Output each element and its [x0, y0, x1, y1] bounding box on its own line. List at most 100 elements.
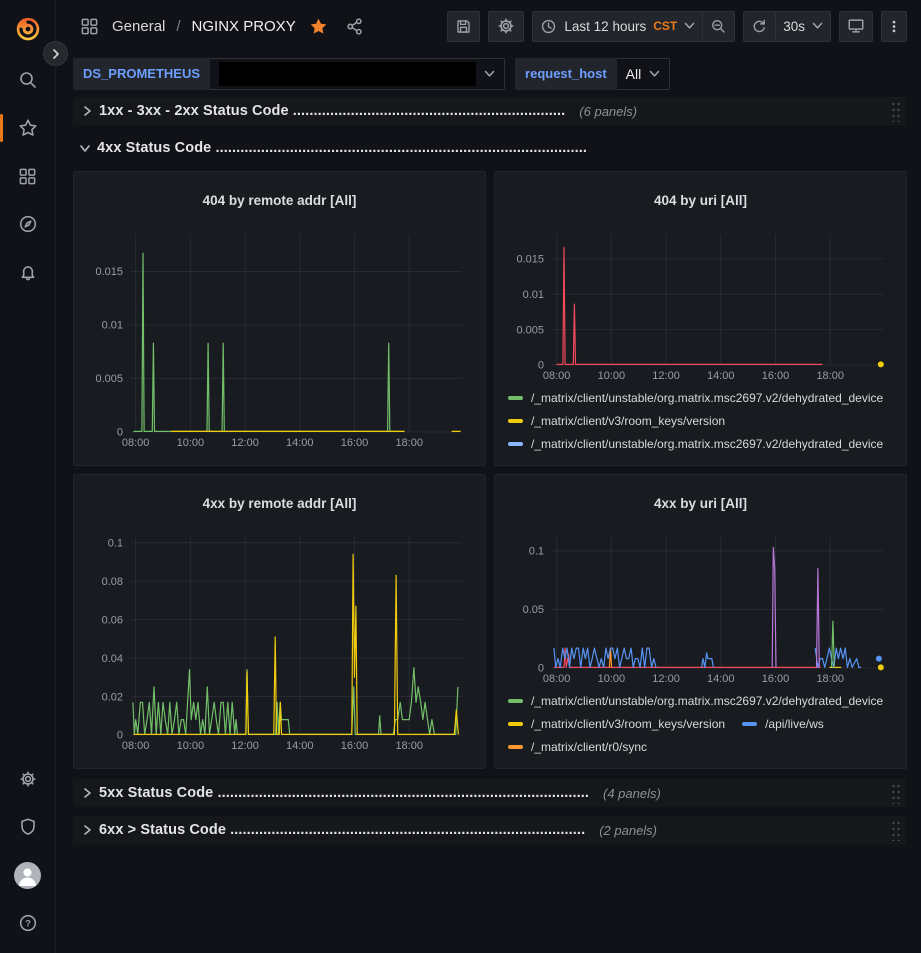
legend-item[interactable]: 172.18.0.6: [170, 760, 250, 761]
panel-legend: 10.0.3.2 172.18.0.6: [85, 760, 474, 761]
legend-series-swatch: [508, 745, 523, 750]
time-series-plot[interactable]: 0 0.005 0.01 0.015 08:00 10:00 12:00 14:00 16:00…: [506, 226, 895, 385]
svg-text:10:00: 10:00: [598, 370, 626, 382]
gear-icon: [18, 769, 38, 789]
legend-series-label: /_matrix/client/v3/room_keys/version: [531, 414, 726, 429]
row-drag-handle[interactable]: [891, 782, 900, 804]
refresh-interval-picker[interactable]: 30s: [775, 10, 831, 42]
dashboard-toolbar: Last 12 hours CST 30s: [447, 10, 907, 42]
svg-text:0.1: 0.1: [108, 538, 123, 550]
request-host-variable-label: request_host: [515, 57, 617, 90]
legend-series-label: /_matrix/client/unstable/org.matrix.msc2…: [531, 391, 884, 406]
svg-text:0.015: 0.015: [95, 267, 123, 279]
row-5xx-status-code[interactable]: 5xx Status Code ........................…: [73, 779, 906, 807]
kebab-menu-button[interactable]: [881, 10, 907, 42]
legend-series-swatch: [508, 699, 523, 704]
sidebar-item-bell[interactable]: [0, 248, 55, 296]
save-dashboard-button[interactable]: [447, 10, 481, 42]
time-series-plot[interactable]: 0 0.05 0.1 08:00 10:00 12:00 14:00 16:00 18:00: [506, 529, 895, 688]
expand-sidebar-button[interactable]: [43, 41, 68, 66]
svg-text:14:00: 14:00: [707, 673, 735, 685]
row-title: 5xx Status Code ........................…: [99, 785, 590, 801]
sidebar-item-apps-grid[interactable]: [0, 152, 55, 200]
row-drag-handle[interactable]: [891, 819, 900, 841]
time-series-plot[interactable]: 0 0.02 0.04 0.06 0.08 0.1 08:00 10:00 12:00 14:00…: [85, 529, 474, 755]
svg-text:10:00: 10:00: [598, 673, 626, 685]
legend-item[interactable]: /_matrix/client/v3/room_keys/version: [508, 413, 725, 429]
zoom-out-time-button[interactable]: [702, 10, 736, 42]
legend-item[interactable]: /api/live/ws: [742, 716, 824, 732]
refresh-button[interactable]: [743, 10, 776, 42]
legend-item[interactable]: /_matrix/client/r0/sync: [508, 739, 647, 755]
legend-item[interactable]: 172.18.0.6: [170, 457, 250, 458]
legend-item[interactable]: /_matrix/client/unstable/org.matrix.msc2…: [508, 436, 883, 452]
panel-title[interactable]: 404 by remote addr [All]: [202, 193, 357, 209]
legend-item[interactable]: /_matrix/client/v3/room_keys/version: [508, 716, 725, 732]
sidebar-item-question-circle[interactable]: ?: [0, 899, 55, 947]
legend-item[interactable]: 10.0.3.2: [87, 760, 153, 761]
row-4xx-status-code[interactable]: 4xx Status Code ........................…: [73, 134, 906, 162]
svg-text:0.08: 0.08: [102, 576, 123, 588]
star-icon: [18, 118, 38, 138]
legend-series-swatch: [742, 722, 758, 727]
row-title: 1xx - 3xx - 2xx Status Code ............…: [99, 103, 566, 119]
time-range-picker[interactable]: Last 12 hours CST: [532, 10, 703, 42]
breadcrumb-section[interactable]: General: [112, 17, 166, 35]
panel-title[interactable]: 4xx by remote addr [All]: [202, 496, 357, 512]
legend-item[interactable]: /_matrix/client/unstable/org.matrix.msc2…: [508, 693, 883, 709]
redacted-datasource-value: [219, 61, 477, 86]
row-panel-count: (2 panels): [599, 822, 658, 838]
row-panel-count: (4 panels): [603, 785, 661, 801]
share-icon[interactable]: [341, 13, 368, 40]
sidebar-item-compass[interactable]: [0, 200, 55, 248]
datasource-variable-dropdown[interactable]: [210, 57, 506, 90]
refresh-group: 30s: [743, 10, 831, 42]
panel-title[interactable]: 404 by uri [All]: [653, 193, 748, 209]
svg-text:0: 0: [117, 730, 123, 742]
panel-title[interactable]: 4xx by uri [All]: [653, 496, 748, 512]
dashboard-settings-button[interactable]: [488, 10, 525, 42]
tv-mode-button[interactable]: [839, 10, 873, 42]
row-6xx-status-code[interactable]: 6xx > Status Code ......................…: [73, 816, 906, 844]
panel-4xx-by-uri-all-: 4xx by uri [All] 0 0.05 0.1 08:00 10:00 12:00 1…: [494, 474, 907, 769]
legend-series-label: /_matrix/client/v3/room_keys/version: [531, 717, 726, 732]
svg-text:0.05: 0.05: [523, 605, 544, 617]
svg-text:18:00: 18:00: [816, 370, 844, 382]
compass-icon: [18, 214, 38, 234]
chevron-down-icon: [484, 70, 495, 78]
svg-text:0.06: 0.06: [102, 615, 123, 627]
sidebar-item-star[interactable]: [0, 104, 55, 152]
chevron-right-icon: [81, 824, 93, 836]
time-range-label: Last 12 hours: [564, 18, 647, 34]
svg-text:0.01: 0.01: [102, 320, 123, 332]
row-title: 6xx > Status Code ......................…: [99, 822, 586, 838]
sidebar-item-grafana-logo[interactable]: [0, 0, 55, 56]
time-series-plot[interactable]: 0 0.005 0.01 0.015 08:00 10:00 12:00 14:00 16:00…: [85, 226, 474, 452]
sidebar-item-shield[interactable]: [0, 803, 55, 851]
top-navigation: General / NGINX PROXY Last 12 hours CST: [56, 0, 921, 52]
favorite-star-icon[interactable]: [305, 13, 332, 40]
dashboard-title[interactable]: NGINX PROXY: [191, 17, 296, 35]
legend-item[interactable]: 10.0.3.2: [87, 457, 153, 458]
apps-grid-icon: [18, 167, 37, 186]
row-drag-handle[interactable]: [891, 100, 900, 122]
sidebar-item-gear[interactable]: [0, 755, 55, 803]
svg-text:12:00: 12:00: [652, 673, 680, 685]
legend-series-label: /api/live/ws: [765, 717, 824, 732]
refresh-interval-label: 30s: [783, 18, 805, 34]
svg-text:?: ?: [25, 918, 31, 929]
sidebar-item-search[interactable]: [0, 56, 55, 104]
panel-4xx-by-remote-addr-all-: 4xx by remote addr [All] 0 0.02 0.04 0.06 0.0…: [73, 474, 486, 769]
legend-series-swatch: [508, 722, 523, 727]
legend-item[interactable]: /_matrix/client/unstable/org.matrix.msc2…: [508, 390, 883, 406]
request-host-variable-dropdown[interactable]: All: [616, 57, 671, 90]
request-host-variable: request_host All: [515, 57, 671, 90]
search-icon: [18, 70, 38, 90]
chevron-right-icon: [81, 105, 93, 117]
sidebar: ?: [0, 0, 68, 953]
row-1xx-3xx-2xx-status-code[interactable]: 1xx - 3xx - 2xx Status Code ............…: [73, 97, 906, 125]
main-area: General / NGINX PROXY Last 12 hours CST: [56, 0, 921, 953]
sidebar-item-avatar[interactable]: [0, 851, 55, 899]
svg-text:0.02: 0.02: [102, 692, 123, 704]
